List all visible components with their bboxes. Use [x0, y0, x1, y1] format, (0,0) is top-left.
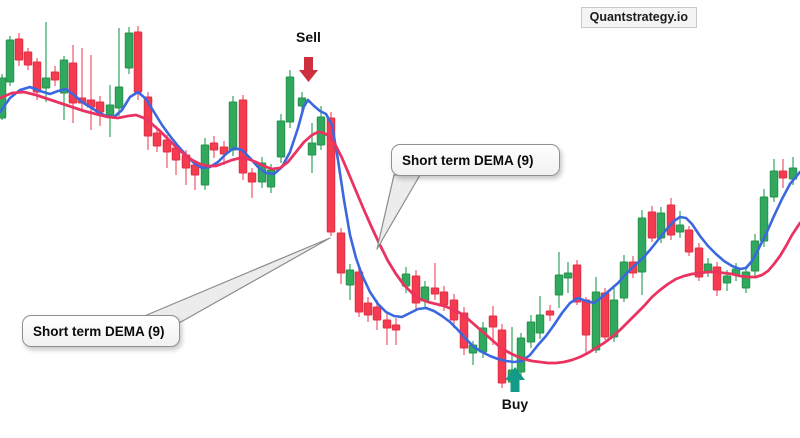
candle-up — [124, 27, 134, 74]
candle-down — [209, 136, 219, 158]
candle-down — [23, 48, 33, 70]
candle-down — [488, 306, 498, 345]
callout-tail — [141, 237, 331, 328]
dema-slow-line — [0, 90, 800, 365]
candle-up — [703, 258, 713, 277]
candle-up — [59, 56, 69, 120]
candle-down — [219, 141, 229, 165]
sell-arrow-icon — [299, 57, 318, 82]
watermark-badge: Quantstrategy.io — [580, 7, 697, 28]
candle-down — [411, 270, 421, 309]
candle-down — [354, 266, 364, 317]
candle-up — [637, 210, 647, 295]
candle-down — [581, 297, 591, 353]
candle-down — [336, 228, 346, 284]
candle-down — [712, 262, 722, 296]
candle-up — [516, 333, 526, 377]
candle-down — [363, 297, 373, 322]
candle-up — [307, 123, 317, 173]
candle-up — [41, 22, 51, 102]
candle-up — [591, 277, 601, 353]
dema-callout-left: Short term DEMA (9) — [22, 315, 180, 347]
candle-up — [526, 315, 536, 348]
candle-down — [545, 305, 555, 321]
buy-signal-label: Buy — [501, 396, 529, 412]
candle-up — [554, 252, 564, 308]
candle-up — [675, 211, 685, 238]
candle-up — [535, 296, 545, 339]
candle-down — [382, 313, 392, 345]
buy-arrow-icon — [505, 367, 525, 392]
candle-down — [133, 26, 143, 100]
candle-down — [497, 324, 507, 388]
candle-down — [326, 112, 336, 236]
candle-up — [285, 70, 295, 128]
candle-up — [563, 262, 573, 293]
candle-down — [778, 159, 788, 188]
candle-up — [345, 264, 355, 300]
candle-down — [68, 45, 78, 123]
candle-down — [86, 55, 96, 130]
candle-down — [391, 318, 401, 345]
candle-down — [162, 135, 172, 168]
candle-down — [647, 206, 657, 242]
sell-signal-label: Sell — [296, 29, 321, 45]
candle-up — [5, 36, 15, 86]
candle-up — [228, 96, 238, 156]
candle-down — [238, 95, 248, 180]
candle-up — [420, 281, 430, 308]
callout-tail — [376, 174, 421, 250]
candle-down — [247, 168, 257, 198]
dema-callout-right: Short term DEMA (9) — [391, 144, 560, 176]
candle-up — [114, 28, 124, 116]
candle-down — [152, 128, 162, 152]
candle-up — [105, 85, 115, 137]
candle-down — [666, 198, 676, 240]
candle-down — [14, 33, 24, 66]
candle-down — [372, 300, 382, 330]
dema-fast-line — [0, 85, 800, 364]
candle-down — [50, 66, 60, 86]
candle-up — [609, 288, 619, 342]
candle-up — [741, 266, 751, 293]
candle-down — [694, 243, 704, 281]
candle-down — [32, 58, 42, 100]
candle-down — [430, 263, 440, 300]
candle-down — [684, 226, 694, 256]
candle-up — [276, 114, 286, 163]
candle-up — [769, 159, 779, 202]
